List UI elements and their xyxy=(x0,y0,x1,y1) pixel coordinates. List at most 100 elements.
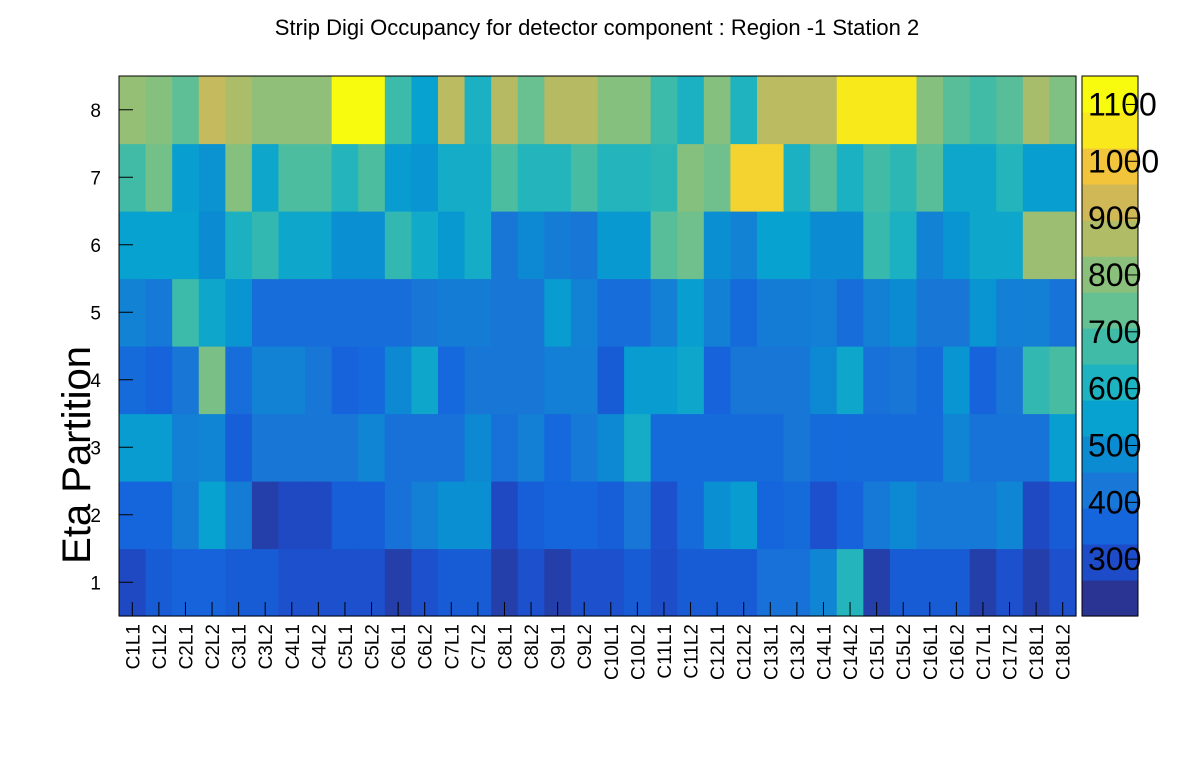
heatmap-cell xyxy=(305,346,333,415)
x-tick-label: C4L2 xyxy=(309,624,330,669)
y-axis: 1 2 3 4 5 6 7 8 xyxy=(90,101,133,594)
heatmap-cell xyxy=(411,346,439,415)
heatmap-cell xyxy=(810,143,838,212)
heatmap-cell xyxy=(810,413,838,482)
heatmap-cell xyxy=(278,346,306,415)
y-axis-label: Eta Partition xyxy=(55,346,99,564)
heatmap-cell xyxy=(251,211,280,280)
y-tick-label: 8 xyxy=(90,101,101,122)
colorbar-band xyxy=(1082,112,1138,149)
heatmap-cell xyxy=(650,143,678,212)
heatmap-cell xyxy=(305,76,333,145)
colorbar-tick-label: 800 xyxy=(1088,257,1141,293)
x-tick-label: C5L1 xyxy=(336,624,357,669)
heatmap-cell xyxy=(411,211,439,280)
x-tick-label: C16L2 xyxy=(947,624,968,680)
heatmap-cell xyxy=(464,278,492,347)
heatmap-cell xyxy=(836,211,864,280)
heatmap-cell xyxy=(438,211,466,280)
colorbar-band xyxy=(1082,400,1138,437)
x-tick-label: C2L2 xyxy=(203,624,224,669)
y-tick-label: 3 xyxy=(90,438,101,459)
heatmap-cell xyxy=(464,211,492,280)
heatmap-cell xyxy=(703,481,732,550)
heatmap-cell xyxy=(331,211,359,280)
heatmap-cell xyxy=(730,76,758,145)
heatmap-cell xyxy=(703,76,732,145)
x-tick-label: C2L1 xyxy=(176,624,197,669)
colorbar-tick-label: 700 xyxy=(1088,314,1141,350)
heatmap-cell xyxy=(783,278,811,347)
heatmap-cell xyxy=(677,346,705,415)
heatmap-cell xyxy=(198,278,226,347)
heatmap-cell xyxy=(1049,278,1077,347)
heatmap-cell xyxy=(916,413,944,482)
x-tick-label: C17L2 xyxy=(1001,624,1022,680)
heatmap-cell xyxy=(517,76,545,145)
heatmap-cell xyxy=(1022,278,1051,347)
heatmap-cell xyxy=(278,76,306,145)
color-scale-axis: 300 400 500 600 700 800 900 1000 1100 xyxy=(1088,86,1159,577)
heatmap-cell xyxy=(597,346,625,415)
x-tick-label: C5L2 xyxy=(363,624,384,669)
x-tick-label: C18L1 xyxy=(1027,624,1048,680)
heatmap-cell xyxy=(703,413,732,482)
heatmap-cell xyxy=(331,413,359,482)
heatmap-cell xyxy=(251,143,280,212)
heatmap-cell xyxy=(996,76,1024,145)
heatmap-cell xyxy=(198,76,226,145)
x-tick-label: C6L2 xyxy=(416,624,437,669)
heatmap-cell xyxy=(251,346,280,415)
heatmap-cell xyxy=(438,481,466,550)
heatmap-cell xyxy=(251,76,280,145)
heatmap-cell xyxy=(225,278,253,347)
heatmap-cell xyxy=(677,143,705,212)
heatmap-cell xyxy=(943,413,971,482)
heatmap-cell xyxy=(517,346,545,415)
heatmap-cell xyxy=(251,278,280,347)
heatmap-cell xyxy=(464,76,492,145)
heatmap-cell xyxy=(996,346,1024,415)
heatmap-cell xyxy=(889,278,918,347)
heatmap-cell xyxy=(624,211,652,280)
heatmap-cell xyxy=(570,76,599,145)
x-tick-label: C10L1 xyxy=(602,624,623,680)
heatmap-cell xyxy=(597,278,625,347)
heatmap-cell xyxy=(863,143,891,212)
heatmap-cell xyxy=(836,413,864,482)
heatmap-cell xyxy=(544,413,572,482)
heatmap-cell xyxy=(491,211,519,280)
heatmap-cells xyxy=(119,76,1077,617)
heatmap-cell xyxy=(703,346,732,415)
colorbar-band xyxy=(1082,220,1138,257)
heatmap-cell xyxy=(225,211,253,280)
heatmap-cell xyxy=(384,211,413,280)
x-tick-label: C18L2 xyxy=(1054,624,1075,680)
heatmap-cell xyxy=(677,278,705,347)
heatmap-cell xyxy=(757,278,785,347)
colorbar-band xyxy=(1082,508,1138,545)
heatmap-cell xyxy=(996,481,1024,550)
heatmap-cell xyxy=(384,278,413,347)
heatmap-cell xyxy=(757,413,785,482)
heatmap-cell xyxy=(783,76,811,145)
x-tick-label: C1L1 xyxy=(123,624,144,669)
heatmap-cell xyxy=(757,143,785,212)
heatmap-cell xyxy=(198,346,226,415)
heatmap-cell xyxy=(198,413,226,482)
heatmap-cell xyxy=(624,76,652,145)
heatmap-cell xyxy=(544,346,572,415)
heatmap-cell xyxy=(438,76,466,145)
heatmap-cell xyxy=(517,143,545,212)
heatmap-cell xyxy=(730,346,758,415)
heatmap-cell xyxy=(1022,76,1051,145)
heatmap-cell xyxy=(969,76,997,145)
heatmap-cell xyxy=(810,346,838,415)
heatmap-cell xyxy=(225,481,253,550)
heatmap-cell xyxy=(145,76,173,145)
heatmap-cell xyxy=(544,76,572,145)
heatmap-cell xyxy=(305,143,333,212)
colorbar-tick-label: 900 xyxy=(1088,200,1141,236)
plot-frame xyxy=(118,75,1077,617)
